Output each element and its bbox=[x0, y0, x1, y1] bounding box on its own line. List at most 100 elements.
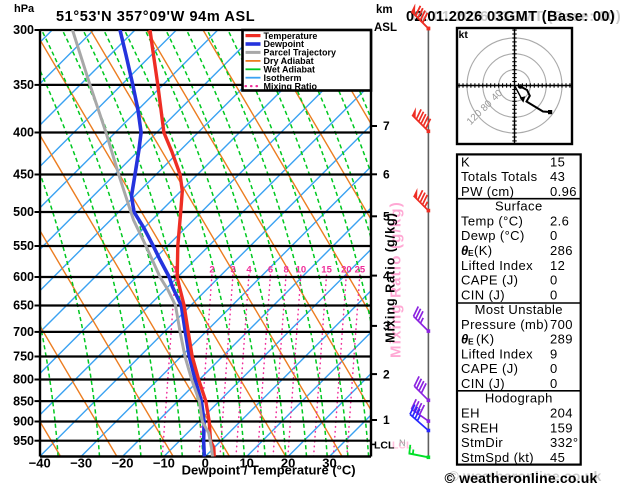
svg-text:600: 600 bbox=[13, 270, 34, 284]
svg-text:LCL: LCL bbox=[374, 440, 395, 452]
svg-text:Hodograph: Hodograph bbox=[485, 391, 553, 406]
svg-text:K: K bbox=[461, 154, 470, 169]
svg-text:(K): (K) bbox=[476, 332, 495, 347]
svg-text:Temp (°C): Temp (°C) bbox=[461, 214, 523, 229]
svg-text:350: 350 bbox=[13, 78, 34, 92]
svg-text:204: 204 bbox=[550, 406, 573, 421]
svg-text:51°53'N 357°09'W 94m ASL: 51°53'N 357°09'W 94m ASL bbox=[56, 9, 255, 25]
svg-text:E: E bbox=[468, 337, 474, 347]
svg-text:Mixing Ratio (g/kg): Mixing Ratio (g/kg) bbox=[388, 201, 405, 358]
svg-text:650: 650 bbox=[13, 299, 34, 313]
svg-text:ASL: ASL bbox=[374, 22, 397, 34]
svg-text:3: 3 bbox=[383, 319, 390, 333]
svg-text:332°: 332° bbox=[550, 435, 579, 450]
svg-text:4: 4 bbox=[246, 265, 252, 276]
svg-text:0: 0 bbox=[550, 361, 558, 376]
svg-text:Totals Totals: Totals Totals bbox=[461, 169, 538, 184]
svg-text:Mixing Ratio (g/kg): Mixing Ratio (g/kg) bbox=[384, 212, 398, 343]
svg-text:−30: −30 bbox=[70, 456, 92, 471]
svg-text:700: 700 bbox=[550, 317, 573, 332]
svg-text:StmSpd (kt): StmSpd (kt) bbox=[461, 450, 534, 465]
svg-text:km: km bbox=[376, 4, 393, 16]
svg-text:20: 20 bbox=[341, 265, 352, 276]
svg-text:hPa: hPa bbox=[14, 3, 35, 15]
svg-text:20: 20 bbox=[281, 456, 295, 471]
svg-text:0: 0 bbox=[550, 287, 558, 302]
svg-text:Temperature: Temperature bbox=[264, 31, 318, 41]
svg-text:SREH: SREH bbox=[461, 420, 499, 435]
svg-text:550: 550 bbox=[13, 239, 34, 253]
svg-text:−20: −20 bbox=[111, 456, 133, 471]
svg-text:CIN (J): CIN (J) bbox=[461, 376, 505, 391]
svg-text:Isotherm: Isotherm bbox=[264, 73, 302, 83]
svg-text:4: 4 bbox=[383, 269, 390, 283]
svg-text:450: 450 bbox=[13, 168, 34, 182]
svg-text:Lifted Index: Lifted Index bbox=[461, 258, 533, 273]
svg-text:0: 0 bbox=[550, 273, 558, 288]
svg-text:© weatheronline.co.uk: © weatheronline.co.uk bbox=[449, 468, 602, 484]
svg-text:3: 3 bbox=[230, 265, 235, 276]
svg-text:02.01.2026 03GMT (Base: 00): 02.01.2026 03GMT (Base: 00) bbox=[412, 9, 621, 25]
svg-text:15: 15 bbox=[321, 265, 332, 276]
svg-text:700: 700 bbox=[13, 325, 34, 339]
svg-text:kt: kt bbox=[459, 29, 469, 41]
svg-text:5: 5 bbox=[383, 210, 390, 224]
svg-text:Lifted Index: Lifted Index bbox=[461, 346, 533, 361]
svg-text:EH: EH bbox=[461, 406, 480, 421]
svg-text:25: 25 bbox=[355, 265, 366, 276]
svg-text:286: 286 bbox=[550, 243, 573, 258]
svg-text:8: 8 bbox=[283, 265, 288, 276]
svg-text:E: E bbox=[468, 248, 474, 258]
svg-text:02.01.2026 03GMT (Base: 00): 02.01.2026 03GMT (Base: 00) bbox=[406, 9, 615, 25]
svg-text:2: 2 bbox=[383, 367, 390, 381]
svg-text:2: 2 bbox=[209, 265, 214, 276]
svg-text:θ: θ bbox=[461, 243, 468, 258]
svg-text:−40: −40 bbox=[29, 456, 51, 471]
svg-text:950: 950 bbox=[13, 434, 34, 448]
svg-text:43: 43 bbox=[550, 169, 565, 184]
svg-text:Dewpoint / Temperature (°C): Dewpoint / Temperature (°C) bbox=[182, 463, 356, 478]
svg-text:850: 850 bbox=[13, 394, 34, 408]
svg-text:θ: θ bbox=[461, 332, 468, 347]
svg-text:Wet Adiabat: Wet Adiabat bbox=[264, 65, 316, 75]
svg-text:10: 10 bbox=[239, 456, 253, 471]
svg-text:0: 0 bbox=[550, 228, 558, 243]
svg-text:12: 12 bbox=[550, 258, 565, 273]
svg-text:30: 30 bbox=[322, 456, 336, 471]
svg-text:CAPE (J): CAPE (J) bbox=[461, 273, 518, 288]
svg-text:6: 6 bbox=[383, 168, 390, 182]
svg-text:Surface: Surface bbox=[495, 199, 543, 214]
svg-text:10: 10 bbox=[296, 265, 307, 276]
svg-text:6: 6 bbox=[268, 265, 273, 276]
svg-text:Dry Adiabat: Dry Adiabat bbox=[264, 56, 314, 66]
svg-text:1: 1 bbox=[383, 413, 390, 427]
svg-text:CAPE (J): CAPE (J) bbox=[461, 361, 518, 376]
svg-text:500: 500 bbox=[13, 205, 34, 219]
svg-text:750: 750 bbox=[13, 350, 34, 364]
svg-text:N: N bbox=[399, 438, 406, 448]
svg-text:800: 800 bbox=[13, 373, 34, 387]
svg-text:15: 15 bbox=[550, 154, 565, 169]
svg-text:Mixing Ratio: Mixing Ratio bbox=[264, 81, 318, 91]
svg-text:159: 159 bbox=[550, 420, 573, 435]
svg-text:CIN (J): CIN (J) bbox=[461, 287, 505, 302]
svg-text:400: 400 bbox=[13, 126, 34, 140]
svg-text:300: 300 bbox=[13, 23, 34, 37]
svg-text:Dewp (°C): Dewp (°C) bbox=[461, 228, 525, 243]
svg-text:0: 0 bbox=[202, 456, 209, 471]
svg-text:45: 45 bbox=[550, 450, 565, 465]
svg-text:Pressure (mb): Pressure (mb) bbox=[461, 317, 549, 332]
svg-text:900: 900 bbox=[13, 415, 34, 429]
svg-text:−10: −10 bbox=[153, 456, 175, 471]
svg-text:Dewpoint: Dewpoint bbox=[264, 39, 305, 49]
svg-text:StmDir: StmDir bbox=[461, 435, 503, 450]
svg-text:LCL: LCL bbox=[392, 440, 413, 452]
svg-text:2.6: 2.6 bbox=[550, 214, 569, 229]
svg-text:9: 9 bbox=[550, 346, 558, 361]
svg-text:7: 7 bbox=[383, 119, 390, 133]
svg-text:PW (cm): PW (cm) bbox=[461, 184, 514, 199]
svg-text:Parcel Trajectory: Parcel Trajectory bbox=[264, 48, 337, 58]
svg-text:© weatheronline.co.uk: © weatheronline.co.uk bbox=[445, 470, 598, 486]
svg-text:0: 0 bbox=[550, 376, 558, 391]
svg-text:0.96: 0.96 bbox=[550, 184, 577, 199]
